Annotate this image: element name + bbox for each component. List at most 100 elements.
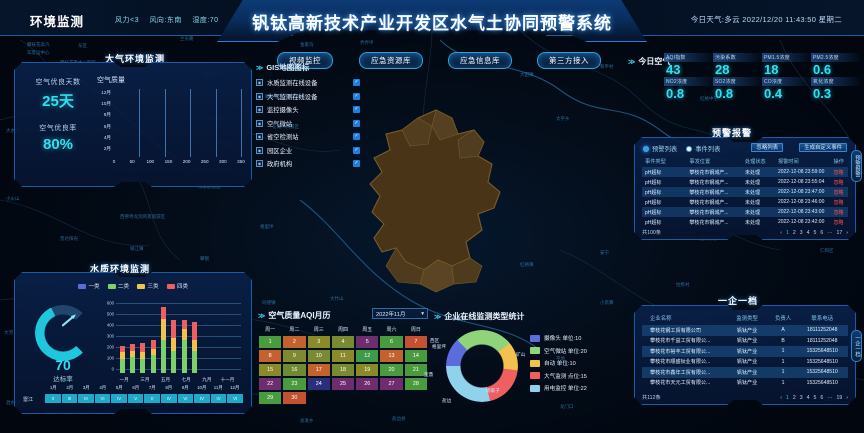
page-link[interactable]: 6 bbox=[820, 394, 824, 401]
gis-layer-item-micro-station[interactable]: ◉ 空气微站 ✓ bbox=[256, 117, 360, 131]
page-link[interactable]: ‹ bbox=[780, 394, 782, 401]
cell-action-ignore[interactable]: 忽略 bbox=[833, 219, 844, 226]
calendar-day-cell[interactable]: 29 bbox=[258, 391, 283, 405]
table-row[interactable]: 攀枝花钢工贸有限公司 钒钛产业 A 18111252048 bbox=[642, 325, 848, 336]
calendar-month-select[interactable]: 2022年11月 ▾ bbox=[372, 308, 428, 319]
page-link[interactable]: 2 bbox=[792, 394, 796, 401]
cell-action-ignore[interactable]: 忽略 bbox=[833, 189, 844, 196]
calendar-day-cell[interactable]: 19 bbox=[355, 363, 380, 377]
gis-layer-checkbox[interactable]: ✓ bbox=[353, 146, 360, 154]
page-link[interactable]: 3 bbox=[799, 394, 803, 401]
nav-button-emergency-resources[interactable]: 应急资源库 bbox=[359, 52, 423, 69]
page-link[interactable]: ··· bbox=[827, 394, 833, 401]
gis-layer-item-government[interactable]: ◉ 政府机构 ✓ bbox=[256, 157, 360, 171]
nav-button-emergency-info[interactable]: 应急信息库 bbox=[448, 52, 512, 69]
nav-button-video-monitor[interactable]: 视频监控 bbox=[277, 52, 333, 69]
calendar-day-cell[interactable]: 12 bbox=[355, 349, 380, 363]
table-row[interactable]: pH超标 攀枝花市钢城产... 未处理 2022-12-08 23:46:00 忽略 bbox=[642, 197, 848, 207]
nav-button-third-party[interactable]: 第三方接入 bbox=[537, 52, 601, 69]
gis-layer-item-camera[interactable]: ◉ 监控摄像头 ✓ bbox=[256, 103, 360, 117]
page-link[interactable]: 4 bbox=[806, 229, 810, 236]
company-page-links[interactable]: ‹ 1 2 3 4 5 6 ··· 19 › bbox=[780, 395, 848, 401]
side-tab-company[interactable]: 一企一档 bbox=[851, 330, 862, 362]
cell-action-ignore[interactable]: 忽略 bbox=[833, 209, 844, 216]
table-row[interactable]: 攀枝花市鑫年工贸有限公... 钒钛产业 1 15325648510 bbox=[642, 367, 848, 378]
calendar-day-cell[interactable]: 11 bbox=[330, 349, 356, 363]
alert-tab-event[interactable]: 事件列表 bbox=[686, 144, 720, 153]
page-link[interactable]: 1 bbox=[785, 229, 789, 236]
page-link[interactable]: 3 bbox=[799, 229, 803, 236]
table-row[interactable]: pH超标 攀枝花市钢城产... 未处理 2022-12-08 23:59:00 忽略 bbox=[642, 167, 848, 177]
table-row[interactable]: pH超标 攀枝花市钢城产... 未处理 2022-12-08 23:55:04 忽略 bbox=[642, 177, 848, 187]
calendar-day-cell[interactable]: 14 bbox=[403, 349, 428, 363]
calendar-day-grid[interactable]: 1 2 3 4 5 6 7 8 9 10 11 12 13 14 15 16 17 18 19 20 21 22 23 24 2… bbox=[258, 335, 428, 405]
gis-layer-checkbox[interactable]: ✓ bbox=[353, 119, 360, 127]
create-custom-event-button[interactable]: 生成自定义事件 bbox=[799, 143, 847, 152]
calendar-day-cell[interactable]: 15 bbox=[258, 363, 283, 377]
gis-layer-list[interactable]: ≫ GIS地图图标 ◉ 水质监测在线设备 ✓ ◉ 大气监测在线设备 ✓ ◉ 监控… bbox=[256, 62, 360, 171]
calendar-day-cell[interactable]: 8 bbox=[258, 349, 283, 363]
calendar-day-cell[interactable]: 6 bbox=[379, 335, 404, 349]
page-link[interactable]: 5 bbox=[813, 394, 817, 401]
page-link[interactable]: ··· bbox=[827, 229, 833, 236]
page-link[interactable]: 4 bbox=[806, 394, 810, 401]
calendar-day-cell[interactable]: 27 bbox=[379, 377, 404, 391]
page-link[interactable]: 1 bbox=[785, 394, 789, 401]
calendar-day-cell[interactable]: 13 bbox=[379, 349, 404, 363]
page-link[interactable]: › bbox=[846, 394, 848, 401]
ignore-list-button[interactable]: 忽略列表 bbox=[751, 143, 783, 152]
gis-layer-checkbox[interactable]: ✓ bbox=[353, 79, 360, 87]
calendar-day-cell[interactable]: 3 bbox=[306, 335, 331, 349]
cell-action-ignore[interactable]: 忽略 bbox=[833, 169, 844, 176]
calendar-day-cell[interactable]: 21 bbox=[403, 363, 428, 377]
page-link[interactable]: 17 bbox=[836, 229, 843, 236]
gis-layer-checkbox[interactable]: ✓ bbox=[353, 133, 360, 141]
table-row[interactable]: 攀枝花市顺盛钛业有限公... 钒钛产业 1 15325648510 bbox=[642, 357, 848, 368]
calendar-day-cell[interactable]: 9 bbox=[282, 349, 307, 363]
page-link[interactable]: 5 bbox=[813, 229, 817, 236]
gis-layer-item-water[interactable]: ◉ 水质监测在线设备 ✓ bbox=[256, 76, 360, 90]
calendar-day-cell[interactable]: 18 bbox=[330, 363, 356, 377]
gis-layer-checkbox[interactable]: ✓ bbox=[353, 160, 360, 168]
calendar-day-cell[interactable]: 30 bbox=[282, 391, 307, 405]
alert-tab-group[interactable]: 预警列表 事件列表 bbox=[643, 144, 720, 153]
alert-pagination[interactable]: 共100条 ‹ 1 2 3 4 5 6 ··· 17 › bbox=[642, 229, 848, 236]
calendar-day-cell[interactable]: 28 bbox=[403, 377, 428, 391]
cell-action-ignore[interactable]: 忽略 bbox=[833, 179, 844, 186]
calendar-day-cell[interactable]: 10 bbox=[306, 349, 331, 363]
calendar-day-cell[interactable]: 23 bbox=[282, 377, 307, 391]
table-row[interactable]: 攀枝花市天元工贸有限公... 钒钛产业 1 15325648510 bbox=[642, 378, 848, 389]
calendar-day-cell[interactable]: 22 bbox=[258, 377, 283, 391]
gis-layer-checkbox[interactable]: ✓ bbox=[353, 92, 360, 100]
page-link[interactable]: › bbox=[846, 229, 848, 236]
calendar-day-cell[interactable]: 4 bbox=[330, 335, 356, 349]
calendar-day-cell[interactable]: 25 bbox=[330, 377, 356, 391]
calendar-day-cell[interactable]: 20 bbox=[379, 363, 404, 377]
calendar-day-cell[interactable]: 16 bbox=[282, 363, 307, 377]
page-link[interactable]: 19 bbox=[836, 394, 843, 401]
table-row[interactable]: 攀枝花市千益工贸有限公... 钒钛产业 B 18111252048 bbox=[642, 336, 848, 347]
calendar-day-cell[interactable]: 5 bbox=[355, 335, 380, 349]
page-link[interactable]: 2 bbox=[792, 229, 796, 236]
cell-action-ignore[interactable]: 忽略 bbox=[833, 199, 844, 206]
gis-layer-item-air[interactable]: ◉ 大气监测在线设备 ✓ bbox=[256, 90, 360, 104]
table-row[interactable]: 攀枝花市裕丰工贸有限公... 钒钛产业 1 15325648510 bbox=[642, 346, 848, 357]
table-row[interactable]: pH超标 攀枝花市钢城产... 未处理 2022-12-08 23:47:00 忽略 bbox=[642, 187, 848, 197]
side-tab-alert[interactable]: 预警报警 bbox=[851, 150, 862, 182]
alert-page-links[interactable]: ‹ 1 2 3 4 5 6 ··· 17 › bbox=[780, 230, 848, 236]
company-pagination[interactable]: 共112条 ‹ 1 2 3 4 5 6 ··· 19 › bbox=[642, 394, 848, 401]
gis-layer-item-enterprise[interactable]: ◉ 园区企业 ✓ bbox=[256, 144, 360, 158]
calendar-day-cell[interactable]: 2 bbox=[282, 335, 307, 349]
gis-layer-item-province-station[interactable]: ◉ 省空检测站 ✓ bbox=[256, 130, 360, 144]
table-row[interactable]: pH超标 攀枝花市钢城产... 未处理 2022-12-08 23:42:00 忽略 bbox=[642, 217, 848, 227]
table-row[interactable]: pH超标 攀枝花市钢城产... 未处理 2022-12-08 23:43:00 忽略 bbox=[642, 207, 848, 217]
page-link[interactable]: 6 bbox=[820, 229, 824, 236]
calendar-day-cell[interactable]: 26 bbox=[355, 377, 380, 391]
calendar-day-cell[interactable]: 17 bbox=[306, 363, 331, 377]
page-link[interactable]: ‹ bbox=[780, 229, 782, 236]
alert-tab-warning[interactable]: 预警列表 bbox=[643, 144, 677, 153]
calendar-day-cell[interactable]: 24 bbox=[306, 377, 331, 391]
calendar-day-cell[interactable]: 1 bbox=[258, 335, 283, 349]
calendar-day-cell[interactable]: 7 bbox=[403, 335, 428, 349]
gis-layer-checkbox[interactable]: ✓ bbox=[353, 106, 360, 114]
